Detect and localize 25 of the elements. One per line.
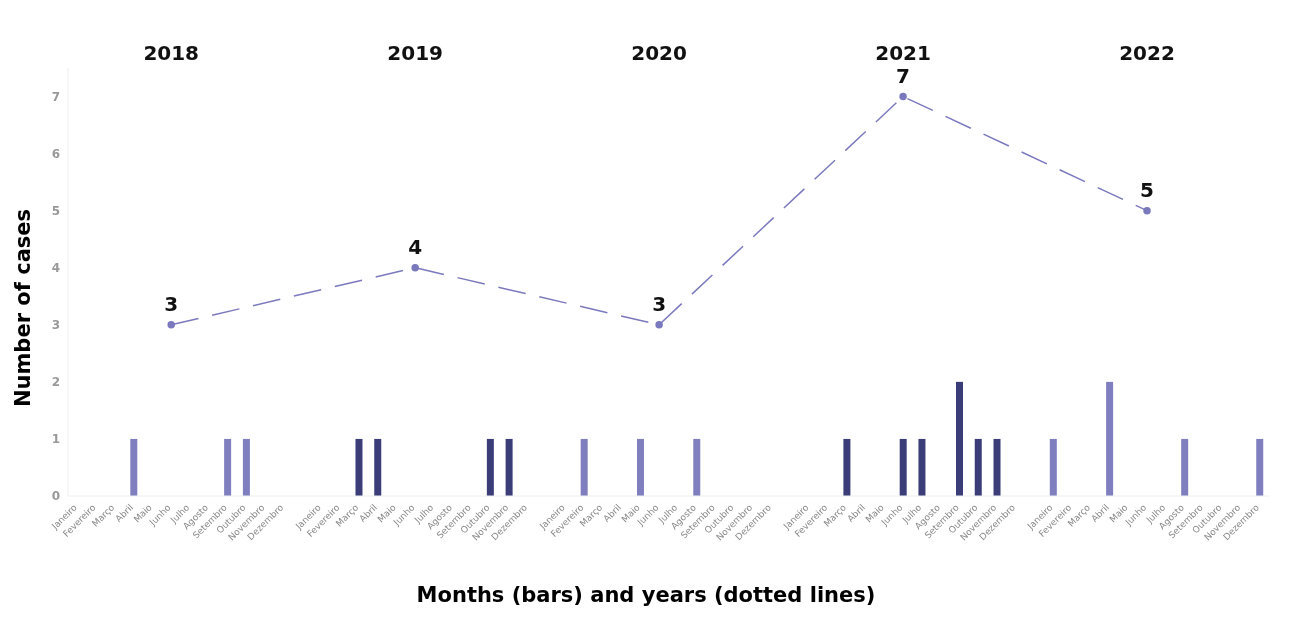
y-tick-label: 3	[51, 318, 60, 333]
point	[655, 321, 663, 329]
data-label: 5	[1140, 177, 1154, 202]
data-label: 3	[164, 291, 179, 316]
y-axis-title: Number of cases	[11, 208, 35, 408]
text: 2019	[387, 41, 443, 65]
point	[411, 263, 419, 272]
text: 2021	[875, 41, 931, 65]
y-tick-label: 0	[51, 489, 60, 504]
data-label: 3	[652, 291, 667, 316]
point	[167, 321, 175, 329]
y-tick-label: 2	[51, 375, 60, 390]
point	[1143, 206, 1151, 215]
x-axis-title: Months (bars) and years (dotted lines)	[415, 583, 877, 607]
data-label: 4	[408, 234, 423, 259]
y-tick-label: 5	[51, 203, 60, 218]
y-tick-label: 6	[51, 146, 60, 161]
y-tick-label: 1	[51, 432, 60, 447]
data-label: 7	[896, 63, 911, 88]
y-tick-label: 7	[51, 89, 60, 104]
text: 2020	[631, 41, 687, 65]
text: 2018	[143, 41, 200, 65]
text: 2022	[1119, 41, 1175, 65]
point	[899, 92, 907, 101]
y-tick-label: 4	[51, 260, 60, 275]
